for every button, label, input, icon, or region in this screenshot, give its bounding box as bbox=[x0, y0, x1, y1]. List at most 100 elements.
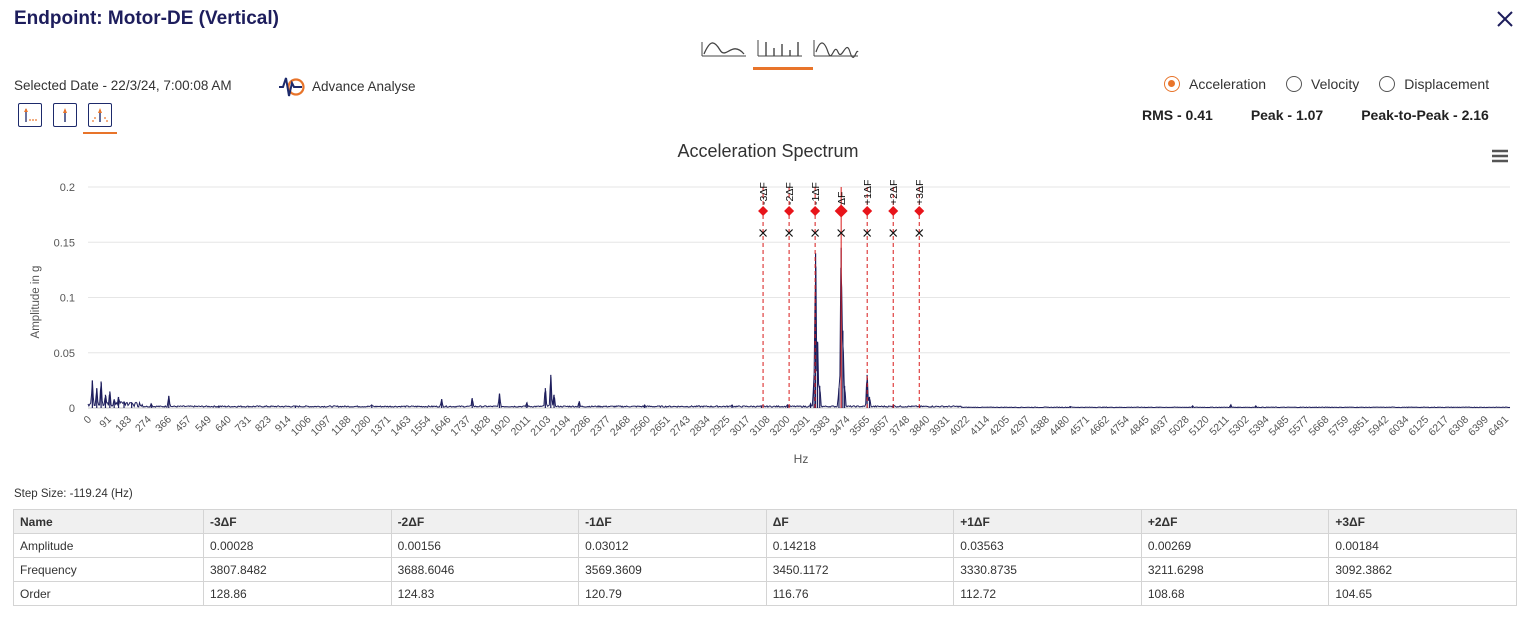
table-cell: 0.00028 bbox=[203, 533, 392, 558]
x-tick-label: 6034 bbox=[1386, 414, 1411, 439]
x-tick-label: 1097 bbox=[309, 414, 334, 439]
x-tick-label: 3565 bbox=[847, 414, 872, 439]
x-tick-label: 731 bbox=[233, 414, 254, 435]
table-cell: Amplitude bbox=[13, 533, 204, 558]
waterfall-view-icon[interactable] bbox=[812, 36, 866, 66]
x-tick-label: 183 bbox=[113, 414, 134, 435]
x-tick-label: 2103 bbox=[528, 414, 553, 439]
x-tick-label: 3840 bbox=[907, 414, 932, 439]
table-header: -1ΔF bbox=[578, 509, 767, 534]
step-size: Step Size: -119.24 (Hz) bbox=[14, 488, 133, 500]
active-mode-indicator bbox=[83, 132, 117, 134]
x-tick-label: 6308 bbox=[1446, 414, 1471, 439]
sideband-cross-marker bbox=[811, 229, 820, 237]
unit-radio-group: Acceleration Velocity Displacement bbox=[1164, 73, 1489, 95]
stat-peak-to-peak: Peak-to-Peak - 2.16 bbox=[1361, 107, 1489, 123]
y-tick-label: 0 bbox=[69, 403, 75, 415]
radio-acceleration[interactable]: Acceleration bbox=[1164, 76, 1266, 92]
radio-velocity-circle bbox=[1286, 76, 1303, 92]
stats-summary: RMS - 0.41 Peak - 1.07 Peak-to-Peak - 2.… bbox=[1142, 107, 1489, 123]
table-header: ΔF bbox=[765, 509, 955, 534]
x-tick-label: 2560 bbox=[628, 414, 653, 439]
x-tick-label: 640 bbox=[213, 414, 234, 435]
table-header: Name bbox=[13, 509, 204, 534]
table-cell: 0.00156 bbox=[390, 533, 580, 558]
page-title: Endpoint: Motor-DE (Vertical) bbox=[14, 8, 279, 29]
table-row: Amplitude 0.00028 0.00156 0.03012 0.1421… bbox=[13, 533, 1517, 558]
x-axis-label: Hz bbox=[794, 452, 809, 466]
single-cursor-icon[interactable] bbox=[53, 103, 77, 127]
sideband-table: Name -3ΔF -2ΔF -1ΔF ΔF +1ΔF +2ΔF +3ΔF Am… bbox=[13, 509, 1517, 606]
table-row: Order 128.86 124.83 120.79 116.76 112.72… bbox=[13, 581, 1517, 606]
radio-displacement-circle bbox=[1379, 76, 1396, 92]
spectrum-view-icon[interactable] bbox=[753, 36, 813, 70]
sideband-diamond-marker bbox=[784, 206, 795, 216]
x-tick-label: 6399 bbox=[1466, 414, 1491, 439]
table-cell: 128.86 bbox=[203, 581, 392, 606]
table-cell: 0.03563 bbox=[953, 533, 1142, 558]
table-cell: 0.00184 bbox=[1328, 533, 1517, 558]
table-header: +1ΔF bbox=[953, 509, 1142, 534]
sideband-diamond-marker bbox=[862, 206, 873, 216]
x-tick-label: 2468 bbox=[608, 414, 633, 439]
stat-rms: RMS - 0.41 bbox=[1142, 107, 1213, 123]
x-tick-label: 2743 bbox=[668, 414, 693, 439]
sideband-cross-marker bbox=[863, 229, 872, 237]
x-tick-label: 4022 bbox=[947, 414, 972, 439]
table-cell: 108.68 bbox=[1140, 581, 1330, 606]
sideband-cursor-icon[interactable] bbox=[88, 103, 112, 127]
x-tick-label: 3474 bbox=[827, 414, 852, 439]
waveform-view-icon[interactable] bbox=[700, 36, 754, 66]
table-cell: 116.76 bbox=[765, 581, 955, 606]
x-tick-label: 5851 bbox=[1346, 414, 1371, 439]
sideband-diamond-marker bbox=[888, 206, 899, 216]
close-icon[interactable] bbox=[1494, 8, 1516, 30]
x-tick-label: 2651 bbox=[648, 414, 673, 439]
table-header: -2ΔF bbox=[390, 509, 580, 534]
sideband-diamond-marker bbox=[914, 206, 925, 216]
table-header: -3ΔF bbox=[203, 509, 392, 534]
radio-displacement[interactable]: Displacement bbox=[1379, 76, 1489, 92]
radio-velocity-label: Velocity bbox=[1311, 76, 1360, 92]
x-tick-label: 4297 bbox=[1007, 414, 1032, 439]
x-tick-label: 1554 bbox=[408, 414, 433, 439]
x-tick-label: 4845 bbox=[1127, 414, 1152, 439]
sideband-marker-label: +1ΔF bbox=[862, 180, 874, 205]
x-tick-label: 91 bbox=[97, 414, 114, 431]
y-tick-label: 0.2 bbox=[60, 182, 75, 194]
table-cell: Frequency bbox=[13, 557, 204, 582]
table-cell: Order bbox=[13, 581, 204, 606]
table-header: +2ΔF bbox=[1140, 509, 1330, 534]
x-tick-label: 5394 bbox=[1247, 414, 1272, 439]
x-tick-label: 5120 bbox=[1187, 414, 1212, 439]
sideband-marker-label: ΔF bbox=[836, 192, 848, 205]
advance-analyse-button[interactable]: Advance Analyse bbox=[278, 74, 416, 98]
x-tick-label: 4754 bbox=[1107, 414, 1132, 439]
x-tick-label: 4662 bbox=[1087, 414, 1112, 439]
x-tick-label: 1463 bbox=[388, 414, 413, 439]
x-tick-label: 2286 bbox=[568, 414, 593, 439]
sideband-diamond-marker bbox=[810, 206, 821, 216]
sideband-diamond-marker bbox=[834, 204, 848, 218]
table-cell: 0.03012 bbox=[578, 533, 767, 558]
x-tick-label: 5759 bbox=[1326, 414, 1351, 439]
sideband-diamond-marker bbox=[758, 206, 769, 216]
x-tick-label: 457 bbox=[173, 414, 194, 435]
x-tick-label: 3748 bbox=[887, 414, 912, 439]
table-row: Frequency 3807.8482 3688.6046 3569.3609 … bbox=[13, 557, 1517, 582]
sideband-marker-label: +2ΔF bbox=[888, 180, 900, 205]
x-tick-label: 549 bbox=[193, 414, 214, 435]
harmonic-cursor-icon[interactable] bbox=[18, 103, 42, 127]
table-cell: 3450.1172 bbox=[765, 557, 955, 582]
x-tick-label: 3200 bbox=[768, 414, 793, 439]
y-axis-label: Amplitude in g bbox=[30, 266, 42, 339]
hamburger-menu-icon[interactable] bbox=[1490, 148, 1510, 164]
x-tick-label: 3931 bbox=[927, 414, 952, 439]
sideband-marker-label: +3ΔF bbox=[914, 180, 926, 205]
table-cell: 3092.3862 bbox=[1328, 557, 1517, 582]
selected-date: Selected Date - 22/3/24, 7:00:08 AM bbox=[14, 78, 232, 93]
x-tick-label: 2834 bbox=[688, 414, 713, 439]
radio-velocity[interactable]: Velocity bbox=[1286, 76, 1359, 92]
x-tick-label: 4205 bbox=[987, 414, 1012, 439]
x-tick-label: 4937 bbox=[1147, 414, 1172, 439]
